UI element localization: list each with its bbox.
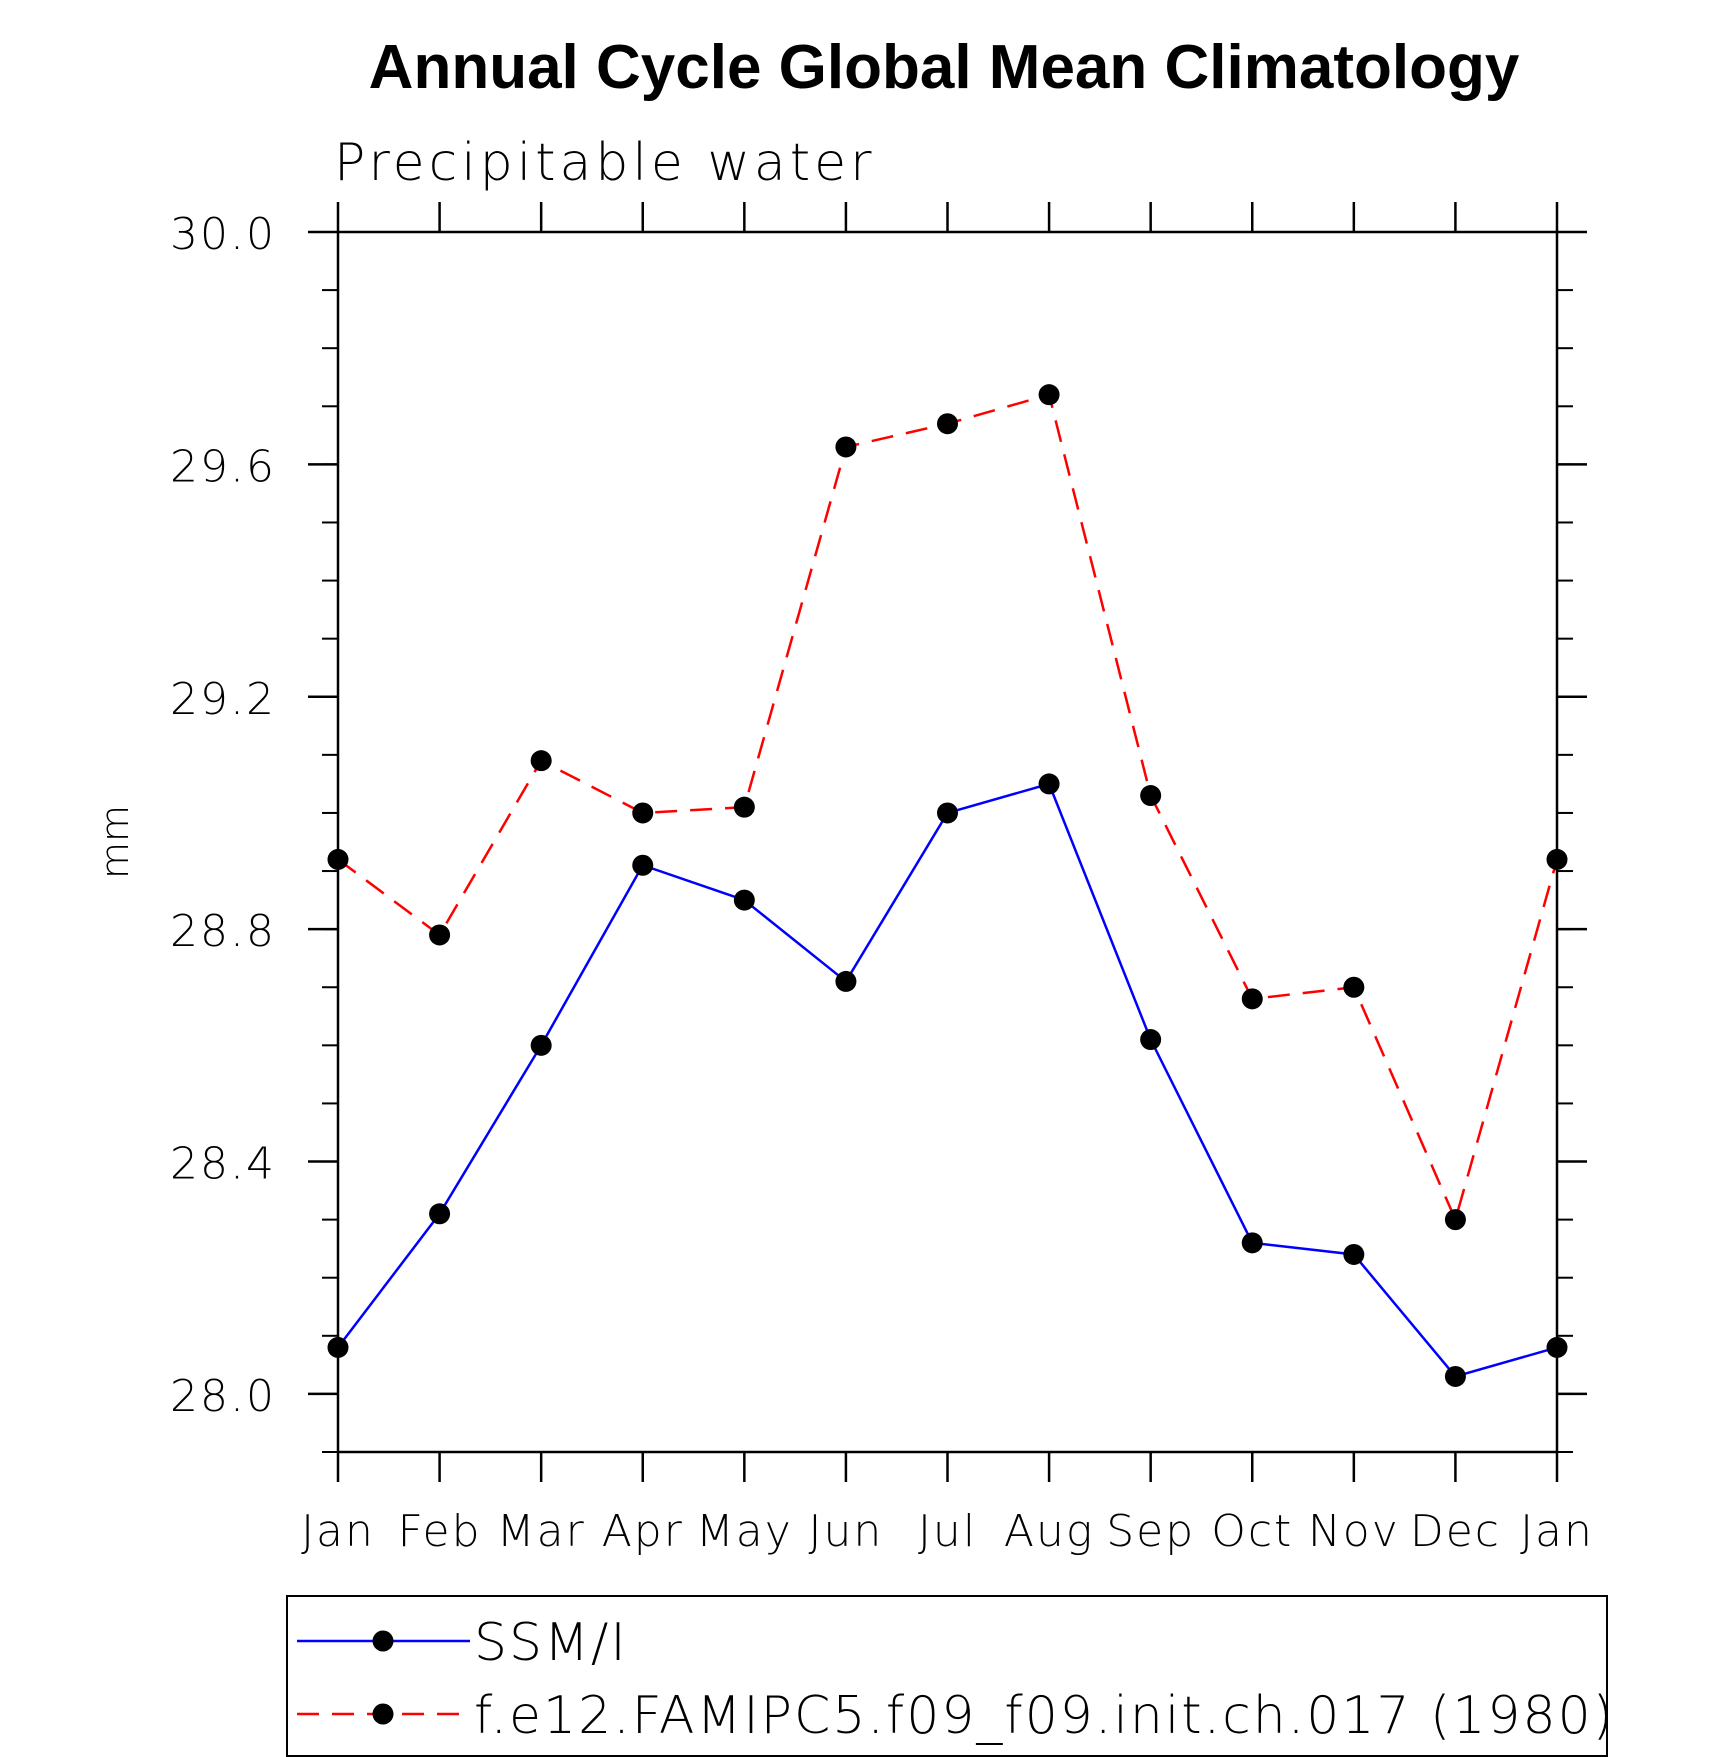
x-tick-label: Dec [1410,1506,1501,1557]
y-tick-label: 28.0 [170,1371,276,1422]
data-point [1038,773,1060,795]
data-point [1546,848,1568,870]
data-point [1546,1336,1568,1358]
y-tick-label: 28.8 [170,906,276,957]
x-tick-label: May [696,1506,793,1557]
data-point [835,970,857,992]
chart-title: Annual Cycle Global Mean Climatology [369,33,1520,102]
data-point [632,802,654,824]
x-tick-label: Mar [497,1506,586,1557]
y-tick-label: 29.6 [170,441,276,492]
data-point [530,750,552,772]
legend-label: f.e12.FAMIPC5.f09_f09.init.ch.017 (1980) [474,1686,1615,1746]
data-point [632,854,654,876]
legend-label: SSM/I [474,1613,628,1673]
data-point [835,436,857,458]
data-point [937,802,958,824]
data-point [1140,1029,1162,1051]
x-tick-label: Apr [602,1506,684,1557]
series-1 [327,773,1568,1387]
data-point [1343,1243,1365,1265]
y-tick-label: 29.2 [170,674,276,725]
series-2 [327,384,1568,1231]
x-tick-label: Nov [1308,1506,1400,1557]
data-point [530,1034,552,1056]
data-point [1343,976,1365,998]
chart-subtitle: Precipitable water [334,133,876,193]
legend: SSM/I f.e12.FAMIPC5.f09_f09.init.ch.017 (… [286,1595,1615,1757]
data-point [733,889,755,911]
legend-box [286,1595,1608,1757]
y-tick-label: 30.0 [170,209,276,260]
x-tick-label: Jan [1520,1506,1594,1557]
x-tick-label: Jul [918,1506,977,1557]
data-point [327,848,349,870]
legend-marker [372,1703,394,1725]
series-layer [327,384,1568,1387]
axes: Jan Feb Mar Apr May Jun Jul Aug Sep Oct Nov Dec Jan 2… [170,202,1594,1557]
data-point [327,1336,349,1358]
data-point [1038,384,1060,406]
y-axis-title: mm [93,805,137,879]
x-tick-label: Sep [1106,1506,1195,1557]
y-tick-label: 28.4 [170,1139,276,1190]
x-tick-label: Jun [809,1506,884,1557]
data-point [1444,1365,1466,1387]
data-point [429,924,451,946]
data-point [1241,988,1263,1010]
x-tick-label: Aug [1004,1506,1094,1557]
data-point [1444,1209,1466,1231]
data-point [733,796,755,818]
legend-marker [372,1630,394,1652]
x-tick-label: Oct [1211,1506,1293,1557]
data-point [429,1203,451,1225]
data-point [1241,1232,1263,1254]
data-point [937,413,958,435]
series-line [337,782,1558,1378]
data-point [1140,785,1162,807]
x-tick-label: Feb [398,1506,482,1557]
x-tick-label: Jan [301,1506,375,1557]
